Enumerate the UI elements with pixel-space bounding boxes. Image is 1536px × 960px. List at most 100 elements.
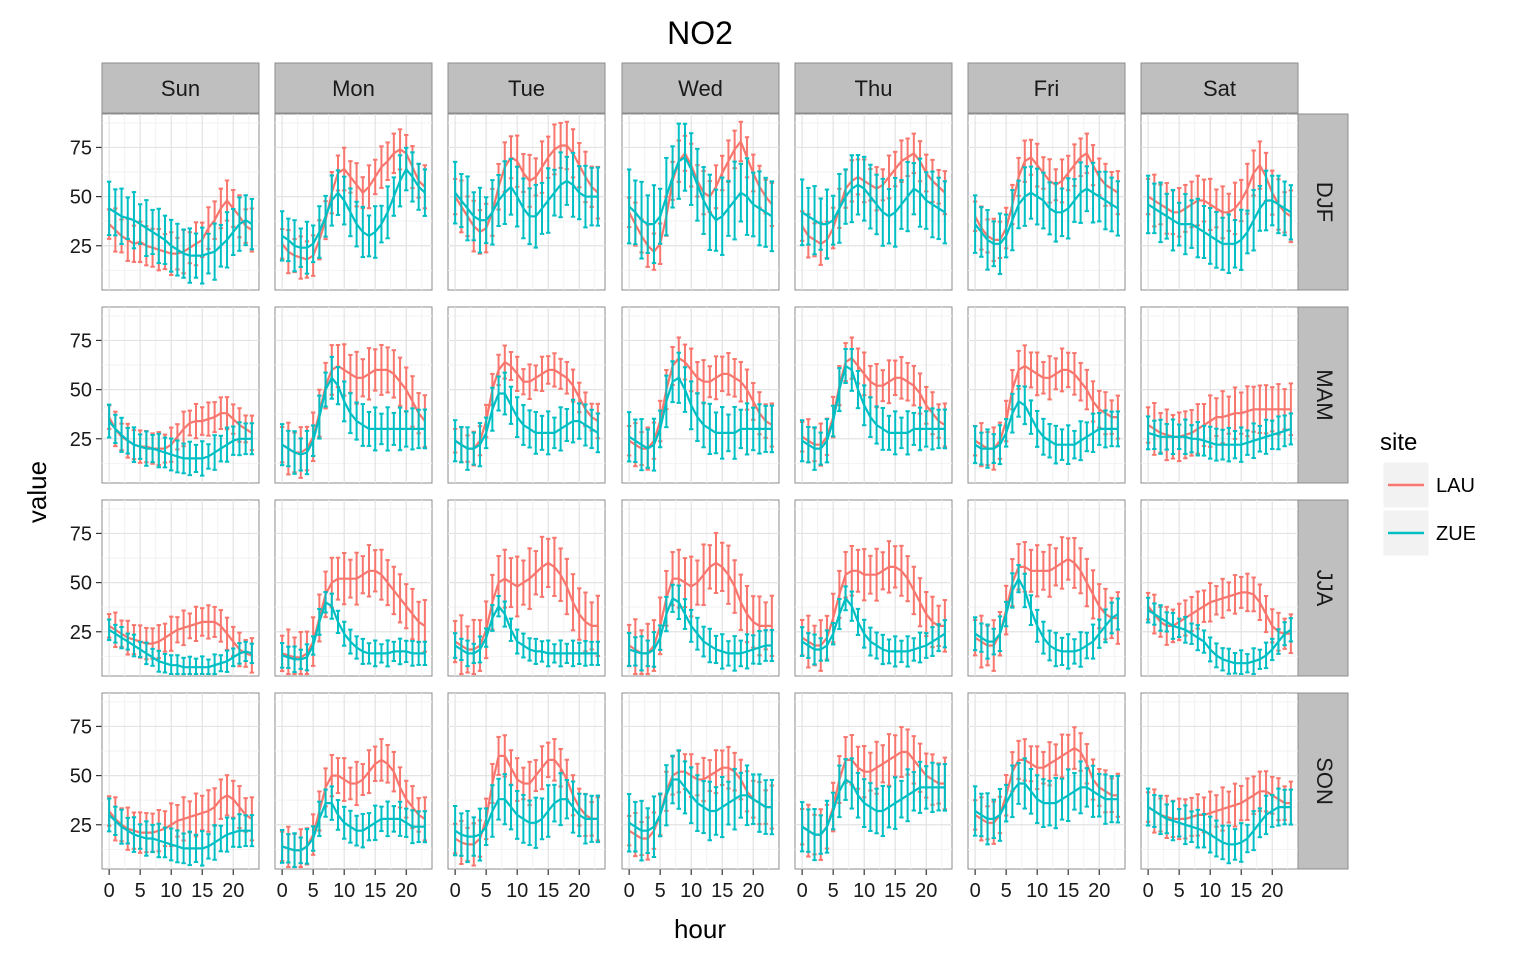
x-tick-label: 20 — [222, 880, 244, 902]
x-tick-label: 10 — [1026, 880, 1048, 902]
facet-strip-label-sun: Sun — [161, 76, 200, 101]
panel-djf-sat — [1140, 113, 1299, 291]
x-tick-label: 0 — [104, 880, 115, 902]
x-tick-label: 0 — [450, 880, 461, 902]
chart-title: NO2 — [667, 15, 733, 51]
x-tick-label: 20 — [395, 880, 417, 902]
panel-background — [1140, 692, 1299, 870]
legend: site LAU ZUE — [1380, 429, 1476, 557]
panel-djf-thu — [794, 113, 953, 291]
x-tick-label: 20 — [1088, 880, 1110, 902]
facet-panels: Sun Mon Tue Wed Thu Fri SatDJFMAMJJASON2550752… — [70, 62, 1349, 902]
facet-strip-label-jja: JJA — [1312, 570, 1337, 607]
y-tick-label: 75 — [70, 716, 92, 738]
facet-strip-sat — [1140, 62, 1299, 114]
panel-background — [621, 692, 780, 870]
panel-mam-tue — [447, 306, 606, 484]
panel-jja-sun — [101, 499, 260, 677]
facet-strip-sun — [101, 62, 260, 114]
x-tick-label: 20 — [742, 880, 764, 902]
series-line-zue — [628, 156, 773, 226]
series-line-zue — [281, 376, 425, 456]
x-tick-label: 10 — [506, 880, 528, 902]
panel-djf-wed — [621, 113, 780, 291]
panel-background — [274, 499, 433, 677]
series-zue — [972, 757, 1121, 846]
panel-background — [967, 499, 1126, 677]
series-zue — [626, 749, 775, 862]
x-axis-label: hour — [674, 914, 726, 944]
x-tick-label: 15 — [537, 880, 559, 902]
series-zue — [106, 618, 255, 676]
panel-jja-wed — [621, 499, 780, 677]
panel-djf-mon — [274, 113, 433, 291]
error-bar — [452, 160, 458, 225]
panel-son-thu — [794, 692, 953, 870]
series-line-zue — [454, 798, 598, 838]
facet-strip-label-son: SON — [1312, 757, 1337, 805]
y-tick-label: 25 — [70, 815, 92, 837]
series-zue — [1145, 596, 1294, 676]
legend-item-zue: ZUE — [1382, 509, 1476, 557]
panel-mam-mon — [274, 306, 433, 484]
series-line-zue — [1147, 805, 1291, 846]
panel-background — [274, 113, 433, 291]
series-zue — [279, 591, 428, 674]
x-tick-label: 20 — [568, 880, 590, 902]
error-bar — [200, 655, 205, 676]
series-zue — [1145, 412, 1294, 463]
facet-strip-label-djf: DJF — [1312, 182, 1337, 222]
y-tick-label: 75 — [70, 137, 92, 159]
x-tick-label: 0 — [624, 880, 635, 902]
series-zue — [799, 154, 948, 260]
series-zue — [452, 772, 601, 864]
series-zue — [452, 151, 601, 254]
series-line-zue — [801, 183, 946, 226]
panel-mam-thu — [794, 306, 953, 484]
series-line-zue — [281, 601, 425, 661]
series-line-zue — [108, 420, 252, 460]
panel-mam-fri — [967, 306, 1126, 484]
panel-son-mon — [274, 692, 433, 870]
facet-strip-jja — [1297, 499, 1349, 677]
series-zue — [626, 583, 775, 672]
facet-strip-label-fri: Fri — [1034, 76, 1060, 101]
facet-strip-label-sat: Sat — [1203, 76, 1236, 101]
x-tick-label: 0 — [970, 880, 981, 902]
series-line-zue — [454, 179, 598, 222]
x-tick-label: 5 — [1174, 880, 1185, 902]
series-line-zue — [1147, 427, 1292, 446]
panel-background — [101, 692, 260, 870]
facet-strip-label-thu: Thu — [855, 76, 893, 101]
x-tick-label: 5 — [828, 880, 839, 902]
series-line-zue — [281, 168, 426, 249]
panel-djf-tue — [447, 113, 606, 291]
x-tick-label: 15 — [191, 880, 213, 902]
series-zue — [452, 594, 601, 668]
x-tick-label: 5 — [1001, 880, 1012, 902]
panel-son-sun — [101, 692, 260, 870]
series-zue — [106, 403, 255, 477]
panel-son-fri — [967, 692, 1126, 870]
panel-jja-sat — [1140, 499, 1299, 677]
x-tick-label: 5 — [308, 880, 319, 902]
x-tick-label: 15 — [884, 880, 906, 902]
panel-son-wed — [621, 692, 780, 870]
series-zue — [279, 355, 428, 476]
series-zue — [452, 371, 601, 471]
y-tick-label: 75 — [70, 330, 92, 352]
y-tick-label: 50 — [70, 380, 92, 402]
series-line-zue — [974, 782, 1118, 821]
series-line-zue — [108, 207, 253, 257]
facet-strip-thu — [794, 62, 953, 114]
y-tick-label: 75 — [70, 523, 92, 545]
series-zue — [106, 797, 255, 867]
panel-background — [794, 692, 953, 870]
series-line-zue — [108, 628, 253, 669]
series-line-zue — [801, 364, 945, 450]
x-tick-label: 10 — [333, 880, 355, 902]
facet-strip-wed — [621, 62, 780, 114]
series-line-zue — [974, 577, 1119, 653]
facet-strip-label-tue: Tue — [508, 76, 545, 101]
series-zue — [972, 385, 1121, 469]
